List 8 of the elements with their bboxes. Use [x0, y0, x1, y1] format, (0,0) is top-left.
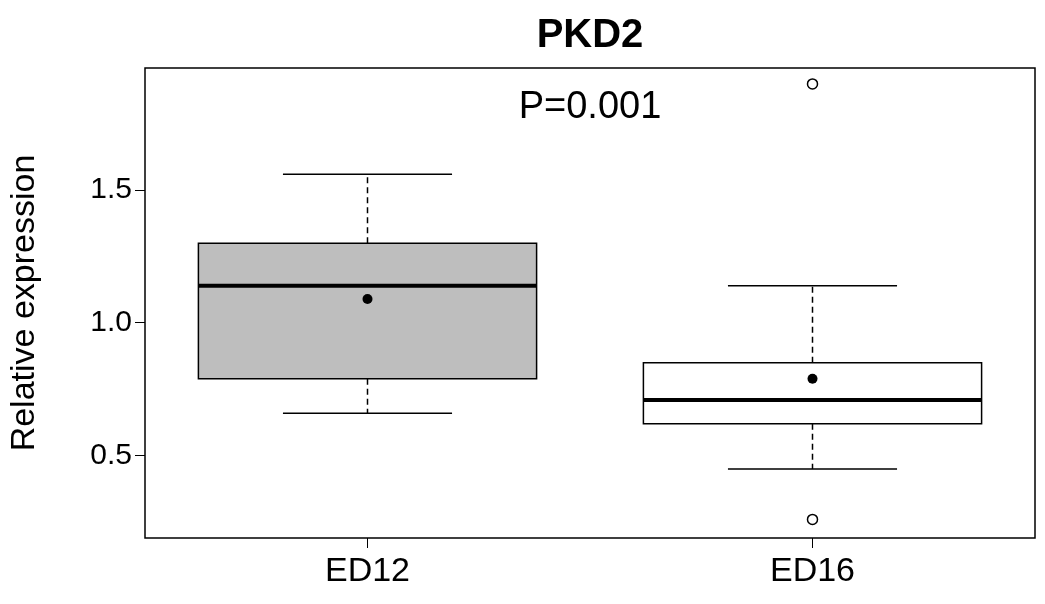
y-tick-label: 1.5	[90, 171, 132, 205]
chart-title: PKD2	[536, 11, 644, 56]
y-tick-label: 1.0	[90, 304, 132, 338]
x-tick-label: ED12	[324, 549, 411, 588]
y-axis-title: Relative expression	[2, 154, 41, 452]
annotation: P=0.001	[518, 84, 662, 127]
y-tick-label: 0.5	[90, 436, 132, 470]
x-tick-label: ED16	[769, 549, 856, 588]
